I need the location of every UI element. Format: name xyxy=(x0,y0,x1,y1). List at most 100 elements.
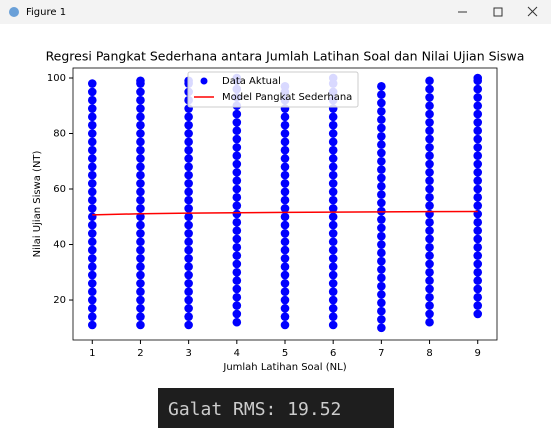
point xyxy=(473,84,483,94)
point xyxy=(136,195,145,205)
point xyxy=(473,126,483,136)
point xyxy=(232,218,242,227)
point xyxy=(136,95,145,105)
x-tick-label: 3 xyxy=(185,348,191,359)
point xyxy=(473,242,483,252)
point xyxy=(280,254,290,263)
point xyxy=(280,237,290,247)
point xyxy=(232,292,242,302)
point xyxy=(280,312,290,321)
point xyxy=(184,262,193,272)
point xyxy=(328,129,338,138)
point xyxy=(377,248,386,258)
window-title: Figure 1 xyxy=(26,7,66,18)
point xyxy=(377,131,386,141)
point xyxy=(136,76,145,86)
point xyxy=(184,212,193,222)
model-line xyxy=(92,210,478,216)
point xyxy=(87,104,97,113)
point xyxy=(377,173,386,183)
point xyxy=(184,145,193,155)
point xyxy=(87,170,97,180)
point xyxy=(280,320,290,330)
legend-marker xyxy=(200,77,208,85)
point xyxy=(377,140,386,149)
point xyxy=(473,251,483,260)
point xyxy=(87,287,97,297)
point xyxy=(87,95,97,105)
point xyxy=(377,98,386,108)
point xyxy=(232,226,242,235)
point xyxy=(328,320,338,330)
point xyxy=(377,223,386,233)
point xyxy=(425,292,434,302)
point xyxy=(473,73,483,83)
close-button[interactable] xyxy=(527,6,538,17)
point xyxy=(377,190,386,199)
point xyxy=(87,120,97,130)
point xyxy=(87,79,97,88)
point xyxy=(136,104,145,113)
point xyxy=(87,137,97,147)
point xyxy=(280,204,290,213)
point xyxy=(425,118,434,127)
point xyxy=(280,145,290,155)
point xyxy=(184,162,193,172)
point xyxy=(328,287,338,297)
point xyxy=(377,123,386,133)
point xyxy=(377,306,386,316)
point xyxy=(328,245,338,255)
point xyxy=(232,259,242,269)
point xyxy=(87,279,97,288)
point xyxy=(87,237,97,247)
point xyxy=(184,112,193,122)
point xyxy=(136,120,145,130)
point xyxy=(184,270,193,280)
point xyxy=(280,262,290,272)
point xyxy=(473,226,483,235)
point xyxy=(136,312,145,321)
point xyxy=(377,323,386,333)
point xyxy=(377,181,386,191)
point xyxy=(184,220,193,230)
point xyxy=(425,309,434,319)
point xyxy=(377,215,386,224)
point xyxy=(425,276,434,285)
point xyxy=(232,159,242,169)
point xyxy=(425,284,434,294)
point xyxy=(425,168,434,177)
point xyxy=(328,262,338,272)
point xyxy=(232,143,242,152)
point xyxy=(136,245,145,255)
point xyxy=(280,170,290,180)
maximize-button[interactable] xyxy=(493,7,503,17)
point xyxy=(328,312,338,321)
point xyxy=(136,179,145,188)
point xyxy=(184,287,193,297)
point xyxy=(136,304,145,313)
point xyxy=(377,90,386,99)
point xyxy=(377,148,386,158)
point xyxy=(425,242,434,252)
point xyxy=(280,129,290,138)
point xyxy=(473,143,483,152)
point xyxy=(377,273,386,283)
app-icon xyxy=(9,7,19,17)
point xyxy=(232,193,242,202)
point xyxy=(425,234,434,244)
point xyxy=(87,220,97,230)
point xyxy=(136,287,145,297)
point xyxy=(425,193,434,202)
title-bar xyxy=(0,0,551,24)
legend-box xyxy=(187,71,359,108)
point xyxy=(232,251,242,260)
point xyxy=(136,154,145,163)
point xyxy=(232,317,242,327)
point xyxy=(377,290,386,299)
point xyxy=(87,145,97,155)
point xyxy=(184,137,193,147)
point xyxy=(425,109,434,119)
point xyxy=(87,245,97,255)
point xyxy=(232,118,242,127)
